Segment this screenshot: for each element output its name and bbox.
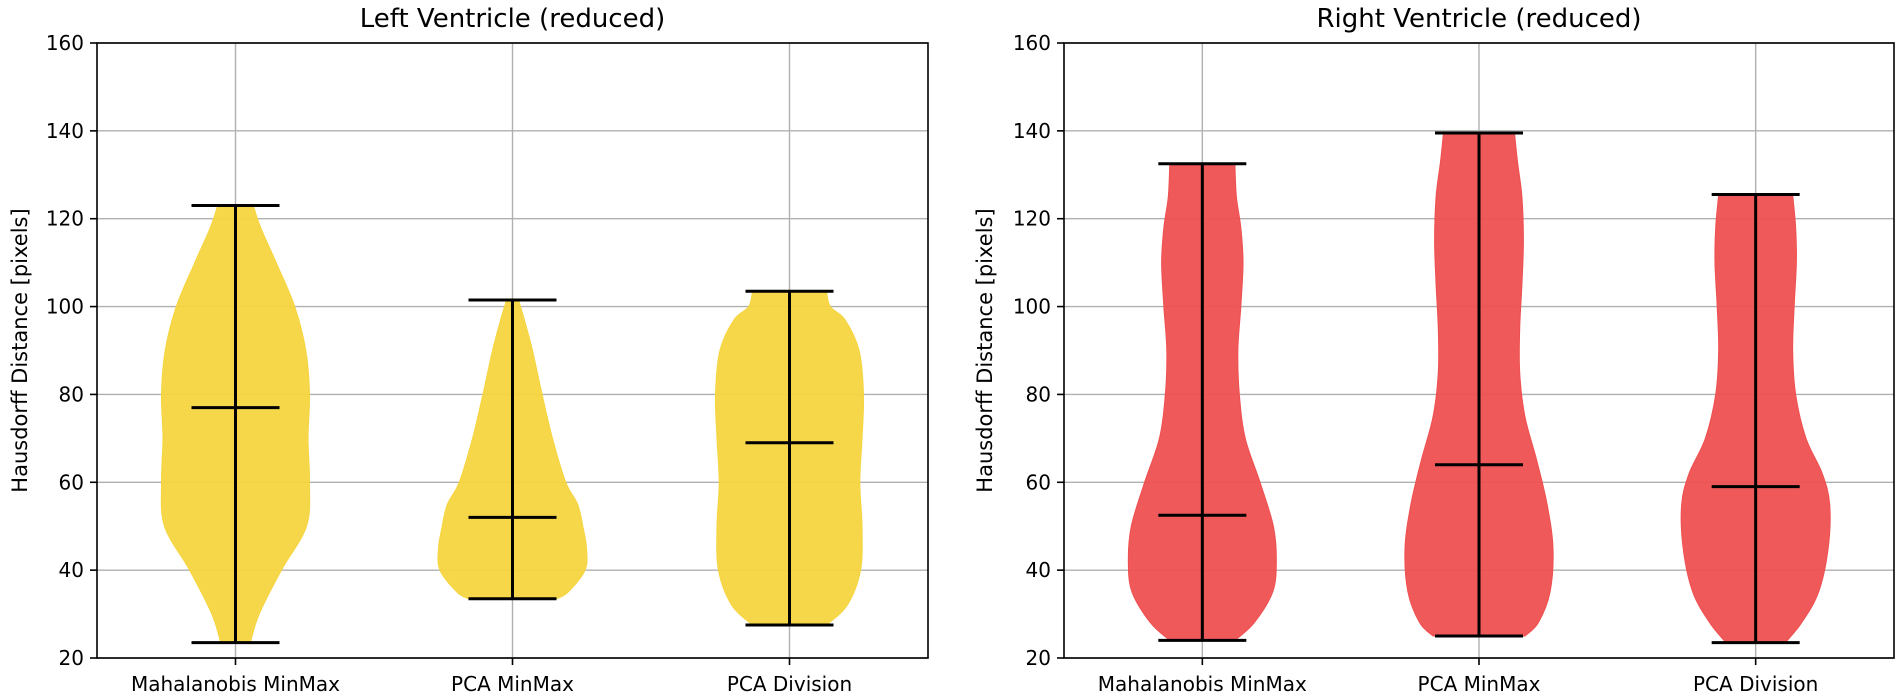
panel-left-ventricle: 20 40 60 80 100 120 140 160 Mahalanobis MinMax PC… [8,4,929,696]
y-tick-label: 80 [1026,382,1051,406]
y-tick-label: 40 [1026,558,1051,582]
x-tick-label: PCA MinMax [451,672,574,696]
y-tick-label: 140 [1013,119,1051,143]
y-tick-label: 40 [59,558,84,582]
y-tick-label: 160 [46,31,84,55]
panel-right-ventricle: 20 40 60 80 100 120 140 160 Mahalanobis MinMax PC… [973,4,1895,696]
y-tick-label: 20 [59,646,84,670]
y-tick-label: 140 [46,119,84,143]
y-axis-label: Hausdorff Distance [pixels] [8,208,32,492]
y-tick-label: 120 [1013,207,1051,231]
y-axis-label: Hausdorff Distance [pixels] [973,208,997,492]
x-tick-label: PCA Division [727,672,852,696]
x-tick-label: PCA Division [1693,672,1818,696]
y-tick-label: 60 [1026,470,1051,494]
y-tick-label: 80 [59,382,84,406]
y-tick-label: 100 [1013,295,1051,319]
chart-title: Right Ventricle (reduced) [1316,4,1641,34]
y-tick-label: 120 [46,207,84,231]
x-tick-label: PCA MinMax [1418,672,1541,696]
x-tick-label: Mahalanobis MinMax [131,672,340,696]
y-tick-label: 160 [1013,31,1051,55]
y-tick-label: 60 [59,470,84,494]
y-tick-label: 100 [46,295,84,319]
x-tick-label: Mahalanobis MinMax [1098,672,1307,696]
chart-title: Left Ventricle (reduced) [360,4,666,34]
y-tick-label: 20 [1026,646,1051,670]
